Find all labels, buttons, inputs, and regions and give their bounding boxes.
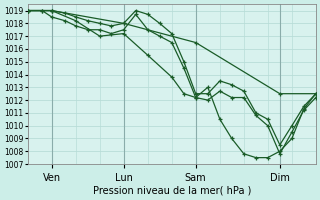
- X-axis label: Pression niveau de la mer( hPa ): Pression niveau de la mer( hPa ): [92, 186, 251, 196]
